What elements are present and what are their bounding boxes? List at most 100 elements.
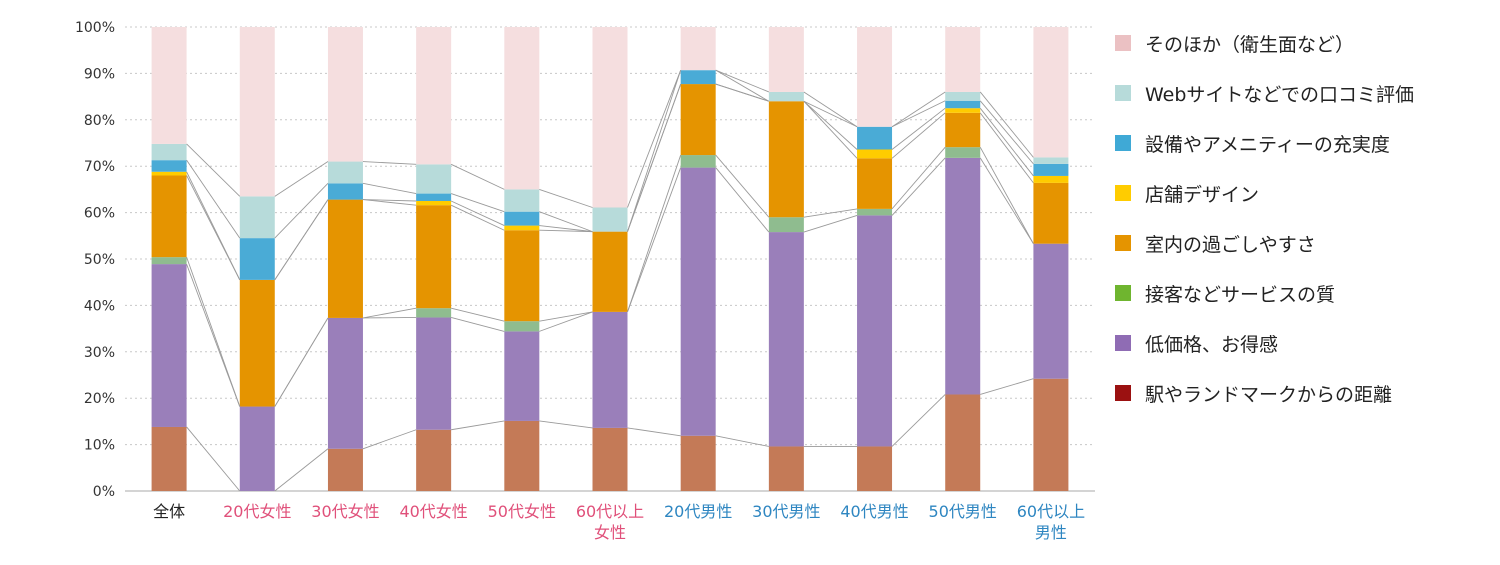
- connector-line: [716, 84, 769, 101]
- bar-segment: [857, 27, 892, 127]
- connector-line: [628, 168, 681, 312]
- bar-segment: [1033, 183, 1068, 244]
- y-tick-label: 10%: [84, 438, 115, 454]
- connector-line: [363, 162, 416, 165]
- x-tick-label: 40代女性: [399, 502, 467, 521]
- legend-swatch: [1115, 35, 1131, 51]
- connector-line: [980, 379, 1033, 395]
- y-tick-label: 70%: [84, 159, 115, 175]
- bar-segment: [681, 27, 716, 70]
- bar-segment: [945, 158, 980, 395]
- bar-segment: [1033, 244, 1068, 379]
- bar-segment: [328, 200, 363, 318]
- bar-segment: [416, 201, 451, 205]
- connector-line: [628, 428, 681, 436]
- bar-segment: [857, 209, 892, 215]
- bar-segment: [1033, 157, 1068, 163]
- bar-segment: [1033, 27, 1068, 157]
- connector-line: [980, 158, 1033, 244]
- x-tick-label: 50代男性: [929, 502, 997, 521]
- connector-line: [539, 312, 592, 321]
- bar-segment: [504, 331, 539, 421]
- connector-line: [892, 147, 945, 209]
- legend: そのほか（衛生面など）Webサイトなどでの口コミ評価設備やアメニティーの充実度店…: [1115, 18, 1495, 418]
- y-tick-label: 30%: [84, 345, 115, 361]
- bar-segment: [945, 92, 980, 101]
- bar-segment: [593, 232, 628, 312]
- bar-segment: [504, 230, 539, 321]
- bar-segment: [769, 92, 804, 101]
- bar-segment: [416, 194, 451, 201]
- bar-segment: [593, 428, 628, 491]
- bar-segment: [857, 127, 892, 150]
- connector-line: [451, 421, 504, 430]
- x-tick-label: 20代女性: [223, 502, 291, 521]
- bar-segment: [945, 394, 980, 491]
- connector-line: [363, 430, 416, 449]
- bar-segment: [152, 264, 187, 427]
- connector-line: [539, 189, 592, 207]
- x-tick-label: 30代男性: [752, 502, 820, 521]
- legend-label: そのほか（衛生面など）: [1145, 30, 1354, 57]
- legend-swatch: [1115, 185, 1131, 201]
- bar-segment: [945, 147, 980, 158]
- connector-line: [363, 183, 416, 193]
- bar-segment: [593, 312, 628, 428]
- x-tick-label: 全体: [153, 502, 185, 521]
- bar-segment: [945, 101, 980, 108]
- bar-segment: [416, 205, 451, 308]
- y-tick-label: 20%: [84, 391, 115, 407]
- bar-segment: [152, 172, 187, 176]
- bar-segment: [328, 162, 363, 184]
- y-tick-label: 60%: [84, 206, 115, 222]
- connector-line: [628, 84, 681, 232]
- bar-segment: [769, 217, 804, 232]
- bar-segment: [945, 113, 980, 147]
- bar-segment: [769, 101, 804, 217]
- connector-line: [275, 318, 328, 407]
- bar-segment: [1033, 164, 1068, 176]
- bar-segment: [504, 27, 539, 189]
- bar-segment: [857, 446, 892, 491]
- connector-line: [804, 215, 857, 232]
- bar-segment: [416, 308, 451, 317]
- bar-segment: [681, 70, 716, 84]
- bar-segment: [769, 446, 804, 491]
- bar-segment: [1033, 176, 1068, 183]
- bar-segment: [504, 189, 539, 211]
- connector-line: [451, 201, 504, 226]
- x-tick-label: 男性: [1035, 523, 1067, 542]
- bar-segment: [945, 108, 980, 113]
- legend-swatch: [1115, 235, 1131, 251]
- bar-segment: [152, 427, 187, 491]
- bar-segment: [681, 168, 716, 436]
- bar-segment: [416, 317, 451, 429]
- connector-line: [187, 427, 240, 491]
- connector-line: [275, 200, 328, 280]
- legend-item: 接客などサービスの質: [1115, 268, 1495, 318]
- bar-segment: [593, 207, 628, 231]
- bar-segment: [416, 164, 451, 193]
- connector-line: [804, 101, 857, 127]
- x-tick-label: 60代以上: [1017, 502, 1085, 521]
- legend-item: 駅やランドマークからの距離: [1115, 368, 1495, 418]
- legend-item: そのほか（衛生面など）: [1115, 18, 1495, 68]
- y-tick-label: 80%: [84, 113, 115, 129]
- connector-line: [628, 155, 681, 312]
- x-tick-label: 50代女性: [488, 502, 556, 521]
- bar-segment: [769, 27, 804, 92]
- y-tick-label: 100%: [75, 20, 115, 36]
- bar-segment: [1033, 379, 1068, 491]
- y-tick-label: 0%: [93, 484, 115, 500]
- bar-segment: [857, 149, 892, 158]
- bar-segment: [593, 27, 628, 207]
- bar-segment: [240, 27, 275, 196]
- bar-segment: [504, 226, 539, 231]
- bar-segment: [328, 449, 363, 491]
- bar-segment: [416, 430, 451, 491]
- bar-segment: [681, 155, 716, 168]
- bar-segment: [504, 421, 539, 491]
- bar-segment: [504, 321, 539, 331]
- bar-segment: [416, 27, 451, 164]
